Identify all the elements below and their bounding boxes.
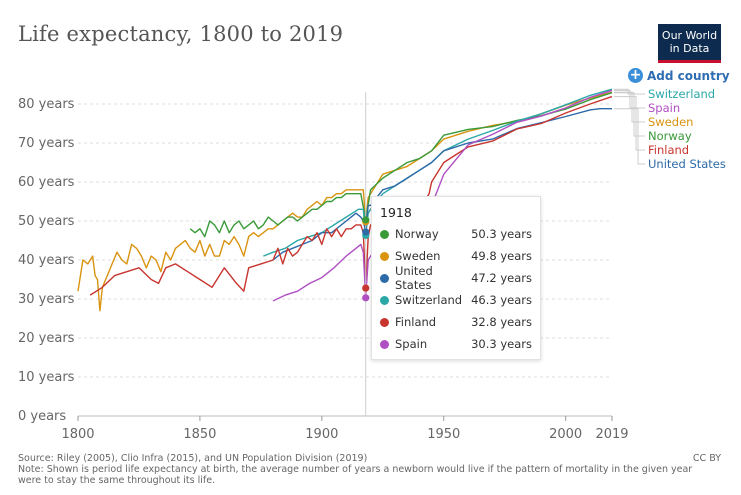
add-country-label: Add country xyxy=(647,68,730,83)
x-tick-label: 2019 xyxy=(595,427,628,442)
legend-label: Switzerland xyxy=(648,87,715,101)
y-tick-label: 0 years xyxy=(18,409,66,424)
y-tick-label: 20 years xyxy=(18,331,75,346)
y-tick-label: 40 years xyxy=(18,253,75,268)
plus-circle-icon: + xyxy=(628,67,643,83)
x-tick-label: 1800 xyxy=(61,427,94,442)
logo-line-1: Our World xyxy=(661,29,718,42)
tooltip-value: 49.8 years xyxy=(471,249,532,263)
x-tick-label: 1900 xyxy=(305,427,338,442)
tooltip-value: 46.3 years xyxy=(471,293,532,307)
tooltip-row: Sweden 49.8 years xyxy=(380,245,532,267)
norway-dot-icon xyxy=(380,229,389,239)
tooltip-year: 1918 xyxy=(380,205,412,220)
united-states-dot-icon xyxy=(380,273,389,283)
license-label[interactable]: CC BY xyxy=(692,453,721,464)
series-line-sweden xyxy=(77,91,613,312)
legend-label: Finland xyxy=(648,143,689,157)
legend-label: Spain xyxy=(648,101,680,115)
spain-dot-icon xyxy=(380,339,389,349)
finland-dot-icon xyxy=(380,317,389,327)
tooltip-country: Sweden xyxy=(395,249,441,263)
legend-connector xyxy=(614,92,645,137)
tooltip-country: Spain xyxy=(395,337,428,351)
y-tick-label: 30 years xyxy=(18,292,75,307)
axes: 0 years 10 years 20 years 30 years 40 years 5… xyxy=(18,97,629,442)
owid-logo[interactable]: Our World in Data xyxy=(658,24,721,63)
hover-dot-spain xyxy=(362,294,370,302)
legend-label: United States xyxy=(648,157,726,171)
methodology-note: Note: Shown is period life expectancy at… xyxy=(18,464,693,486)
tooltip-country: United States xyxy=(395,264,433,292)
sweden-dot-icon xyxy=(380,251,389,261)
hover-dot-norway xyxy=(362,216,370,224)
logo-line-2: in Data xyxy=(669,42,710,55)
y-tick-label: 10 years xyxy=(18,370,75,385)
legend-connector xyxy=(614,88,645,95)
y-tick-label: 60 years xyxy=(18,175,75,190)
legend-connector xyxy=(614,96,645,151)
hover-dot-finland xyxy=(362,284,370,292)
tooltip-row: Finland 32.8 years xyxy=(380,311,532,333)
tooltip-row: Norway 50.3 years xyxy=(380,223,532,245)
legend-connector xyxy=(614,89,645,109)
chart-title: Life expectancy, 1800 to 2019 xyxy=(18,22,344,46)
x-tick-label: 1950 xyxy=(427,427,460,442)
tooltip-country: Norway xyxy=(395,227,439,241)
tooltip-country: Finland xyxy=(395,315,437,329)
tooltip-row: Spain 30.3 years xyxy=(380,333,532,355)
legend: SwitzerlandSpainSwedenNorwayFinlandUnite… xyxy=(614,87,726,171)
tooltip-value: 30.3 years xyxy=(471,337,532,351)
hover-layer xyxy=(362,92,370,416)
tooltip-row: United States 47.2 years xyxy=(380,264,532,292)
y-tick-label: 80 years xyxy=(18,97,75,112)
x-tick-label: 1850 xyxy=(183,427,216,442)
footer: Source: Riley (2005), Clio Infra (2015),… xyxy=(18,453,708,486)
y-tick-label: 50 years xyxy=(18,214,75,229)
tooltip-value: 32.8 years xyxy=(471,315,532,329)
y-tick-label: 70 years xyxy=(18,136,75,151)
series-line-norway xyxy=(189,92,613,238)
series-line-finland xyxy=(89,95,613,296)
hover-dot-united-states xyxy=(362,228,370,236)
source-note: Source: Riley (2005), Clio Infra (2015),… xyxy=(18,453,368,464)
legend-connector xyxy=(614,108,645,165)
x-tick-label: 2000 xyxy=(549,427,582,442)
tooltip-value: 50.3 years xyxy=(471,227,532,241)
legend-label: Sweden xyxy=(648,115,693,129)
tooltip-value: 47.2 years xyxy=(471,271,532,285)
legend-label: Norway xyxy=(648,129,692,143)
add-country-button[interactable]: + Add country xyxy=(628,68,730,83)
switzerland-dot-icon xyxy=(380,295,389,305)
tooltip-country: Switzerland xyxy=(395,293,463,307)
tooltip-row: Switzerland 46.3 years xyxy=(380,289,532,311)
tooltip: 1918 Norway 50.3 years Sweden 49.8 years… xyxy=(371,196,541,360)
